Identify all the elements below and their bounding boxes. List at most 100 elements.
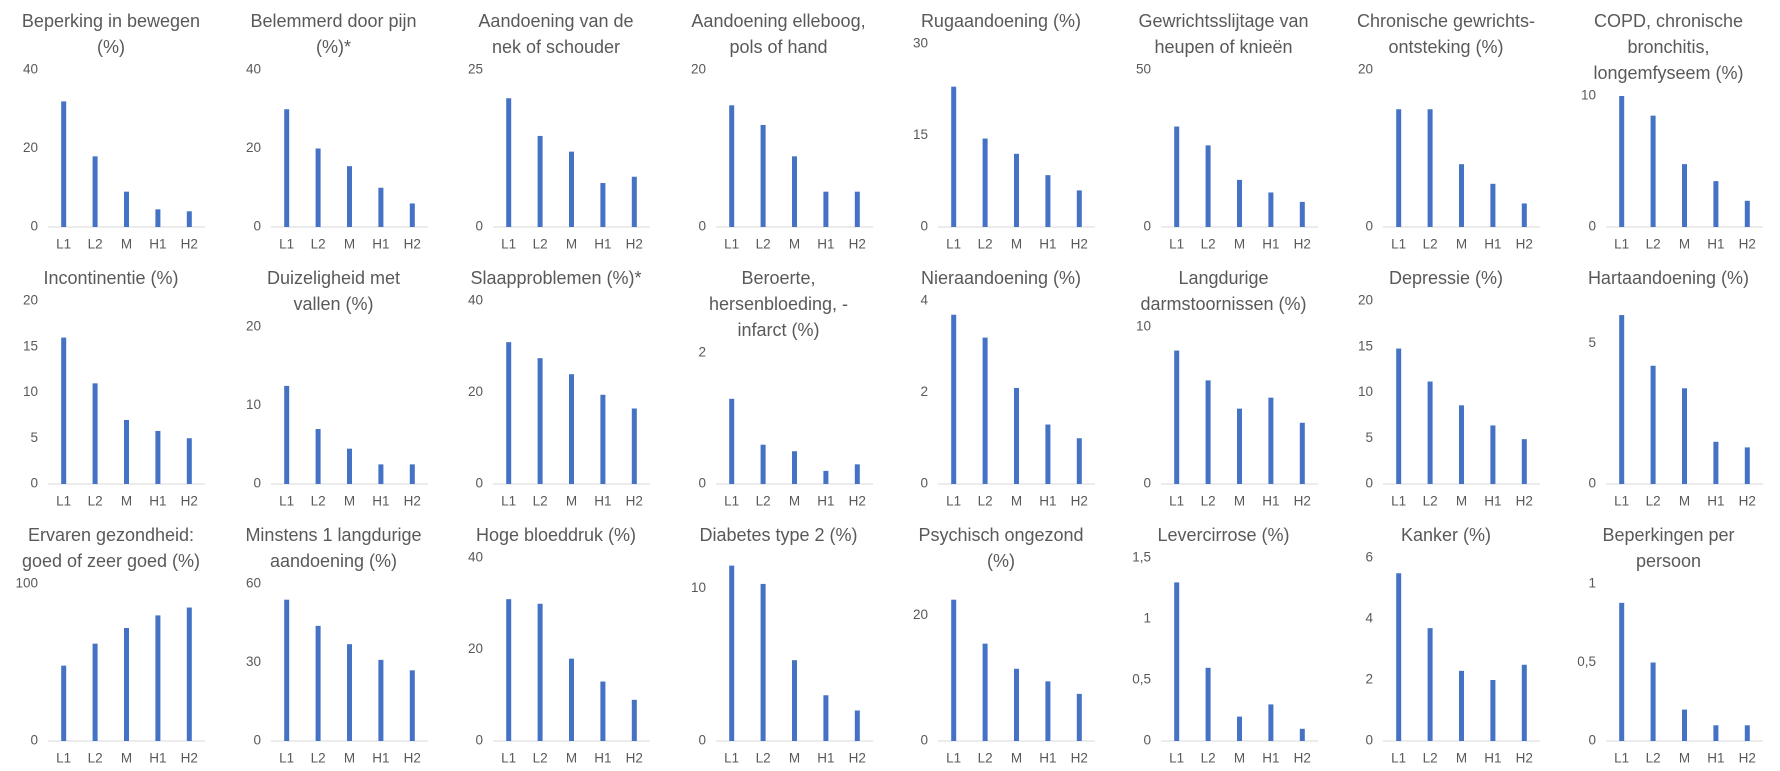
y-tick-label: 2 [698, 345, 706, 360]
x-tick-label: H2 [1516, 237, 1533, 252]
bar [1267, 397, 1273, 484]
x-tick-label: H2 [403, 751, 420, 766]
y-tick-label: 0,5 [1577, 654, 1596, 669]
x-tick-label: H2 [848, 751, 865, 766]
x-tick-label: H2 [626, 751, 643, 766]
y-tick-label: 15 [23, 338, 38, 353]
plot: 0 10 L1 L2 M H1 H2 [690, 565, 873, 766]
x-tick-label: M [1456, 751, 1467, 766]
y-tick-label: 0 [1588, 733, 1596, 748]
plot: 0 2 4 L1 L2 M H1 H2 [920, 293, 1095, 509]
x-tick-label: H2 [1071, 751, 1088, 766]
x-tick-label: H2 [1516, 751, 1533, 766]
y-tick-label: 1,5 [1132, 550, 1151, 565]
x-tick-label: H1 [1484, 237, 1501, 252]
bar [377, 659, 383, 741]
y-tick-label: 0 [920, 476, 928, 491]
y-tick-label: 10 [1580, 88, 1595, 103]
chart: Rugaandoening (%) 0 15 30 L1 L2 M H1 H2 [890, 0, 1112, 257]
y-tick-label: 0 [475, 476, 483, 491]
x-tick-label: L2 [1423, 494, 1438, 509]
chart-title: Aandoening van de nek of schouder [478, 11, 634, 57]
bar [409, 670, 415, 741]
y-tick-label: 1 [1143, 611, 1151, 626]
bar [155, 615, 161, 741]
x-tick-label: H1 [149, 237, 166, 252]
bar [822, 470, 828, 484]
x-tick-label: M [1011, 494, 1022, 509]
x-tick-label: H1 [1262, 494, 1279, 509]
y-tick-label: 0 [920, 219, 928, 234]
bar [1681, 388, 1687, 484]
y-tick-label: 10 [1135, 319, 1150, 334]
chart-title: Duizeligheid met vallen (%) [266, 268, 401, 314]
bar [1427, 109, 1433, 227]
x-tick-label: L2 [88, 237, 103, 252]
bar [186, 211, 192, 227]
x-tick-label: L1 [1391, 751, 1406, 766]
bar [1396, 573, 1402, 741]
chart-title: Hoge bloeddruk (%) [475, 525, 637, 545]
y-tick-label: 20 [245, 319, 260, 334]
plot: 0 5 L1 L2 M H1 H2 [1588, 315, 1763, 509]
chart: Minstens 1 langdurige aandoening (%) 0 30 6… [223, 514, 445, 771]
x-tick-label: L2 [755, 494, 770, 509]
bar [186, 607, 192, 741]
bar [1205, 667, 1211, 741]
x-tick-label: M [1678, 751, 1689, 766]
y-tick-label: 0 [1365, 733, 1373, 748]
chart: Beroerte, hersenbloeding, -infarct (%) 0 2… [668, 257, 890, 514]
bar [728, 565, 734, 741]
bar [822, 695, 828, 741]
bar [1045, 681, 1051, 741]
x-tick-label: M [566, 237, 577, 252]
chart-title: Beroerte, hersenbloeding, -infarct (%) [708, 268, 849, 340]
bar [537, 603, 543, 741]
y-tick-label: 40 [468, 550, 483, 565]
x-tick-label: L1 [724, 237, 739, 252]
x-tick-label: L2 [1200, 494, 1215, 509]
bar [409, 464, 415, 484]
y-tick-label: 20 [468, 641, 483, 656]
x-tick-label: L1 [1391, 237, 1406, 252]
bar [728, 398, 734, 484]
bar [1521, 439, 1527, 484]
bar [346, 166, 352, 227]
chart: Depressie (%) 0 5 10 15 20 L1 L2 M H1 H2 [1335, 257, 1557, 514]
bar [791, 660, 797, 741]
bar [1618, 315, 1624, 484]
x-tick-label: M [788, 751, 799, 766]
x-tick-label: L2 [1645, 494, 1660, 509]
chart: Duizeligheid met vallen (%) 0 10 20 L1 L2 M H1 H… [223, 257, 445, 514]
x-tick-label: H1 [1039, 751, 1056, 766]
bar [1618, 602, 1624, 741]
x-tick-label: H2 [181, 751, 198, 766]
x-tick-label: H1 [594, 751, 611, 766]
y-tick-label: 0 [253, 733, 261, 748]
chart-title: COPD, chronische bronchitis, longemfysee… [1593, 11, 1744, 83]
x-tick-label: H1 [1262, 751, 1279, 766]
bar [1618, 96, 1624, 227]
bar [1396, 348, 1402, 484]
y-tick-label: 5 [30, 430, 38, 445]
x-tick-label: L2 [755, 237, 770, 252]
y-tick-label: 5 [1365, 430, 1373, 445]
bar [1650, 662, 1656, 741]
plot: 0 0,5 1 L1 L2 M H1 H2 [1577, 576, 1763, 766]
bar [377, 464, 383, 484]
plot: 0 15 30 L1 L2 M H1 H2 [913, 36, 1095, 252]
bar [1014, 387, 1019, 484]
bar [61, 101, 67, 227]
x-tick-label: L1 [279, 751, 294, 766]
x-tick-label: H1 [1262, 237, 1279, 252]
plot: 0 20 L1 L2 M H1 H2 [1358, 62, 1540, 252]
x-tick-label: L2 [310, 237, 325, 252]
x-tick-label: H1 [1039, 237, 1056, 252]
x-tick-label: M [1233, 494, 1244, 509]
bar [1744, 725, 1750, 741]
x-tick-label: L2 [310, 494, 325, 509]
x-tick-label: M [1678, 237, 1689, 252]
x-tick-label: H2 [1516, 494, 1533, 509]
x-tick-label: M [121, 751, 132, 766]
x-tick-label: L2 [1200, 237, 1215, 252]
